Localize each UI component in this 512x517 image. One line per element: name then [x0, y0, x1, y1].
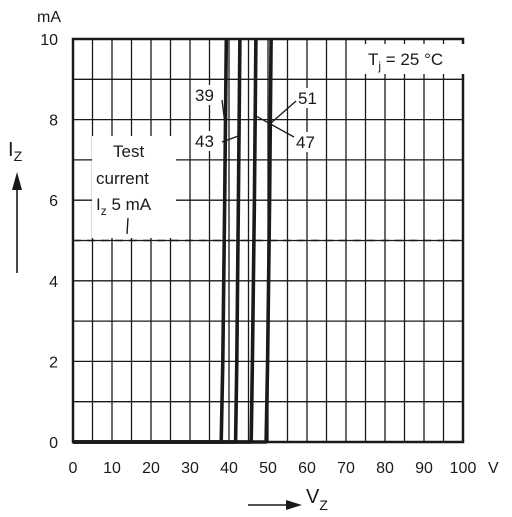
x-tick-label: 10 [103, 460, 121, 477]
series-label-bg [193, 85, 219, 105]
y-tick-label: 10 [40, 32, 58, 49]
series-label-43: 43 [195, 132, 214, 151]
x-tick-label: 0 [69, 460, 78, 477]
series-leader-43 [221, 135, 240, 143]
y-tick-label: 2 [49, 354, 58, 371]
series-line-51 [73, 38, 273, 444]
temperature-annotation: Tj = 25 °C [368, 50, 443, 73]
x-tick-label: 70 [337, 460, 355, 477]
x-axis-label: VZ [306, 486, 328, 513]
x-unit-label: V [488, 460, 499, 477]
series-label-bg [193, 131, 219, 151]
series-leader-51 [269, 100, 297, 125]
y-tick-label: 8 [49, 113, 58, 130]
x-tick-label: 80 [376, 460, 394, 477]
series-label-51: 51 [298, 89, 317, 108]
x-tick-label: 40 [220, 460, 238, 477]
y-axis-arrow [12, 172, 22, 273]
x-tick-label: 30 [181, 460, 199, 477]
series-label-47: 47 [296, 133, 315, 152]
x-axis-arrow [248, 500, 302, 510]
series-label-bg [296, 88, 322, 108]
test-current-pointer [126, 217, 129, 235]
x-tick-label: 60 [298, 460, 316, 477]
y-tick-label: 0 [49, 435, 58, 452]
x-tick-labels: 0 10 20 30 40 50 60 70 80 90 100 [69, 460, 477, 477]
x-tick-label: 90 [415, 460, 433, 477]
test-current-line1: Test [113, 142, 144, 161]
test-current-box [92, 136, 176, 238]
y-tick-label: 6 [49, 193, 58, 210]
curves [73, 38, 273, 444]
series-leader-39 [221, 99, 227, 128]
series-label-bg [294, 132, 320, 152]
test-current-line3: Iz 5 mA [96, 195, 152, 218]
series-labels: 39 43 51 47 [193, 85, 322, 152]
y-axis-label: IZ [8, 139, 23, 164]
series-leader-47 [254, 115, 295, 138]
x-tick-label: 100 [450, 460, 477, 477]
y-unit-label: mA [37, 9, 61, 26]
x-tick-label: 50 [259, 460, 277, 477]
temperature-box [363, 44, 471, 74]
test-current-line2: current [96, 169, 149, 188]
y-tick-label: 4 [49, 274, 58, 291]
y-tick-labels: 0 2 4 6 8 10 [40, 32, 58, 452]
series-label-39: 39 [195, 86, 214, 105]
x-tick-label: 20 [142, 460, 160, 477]
